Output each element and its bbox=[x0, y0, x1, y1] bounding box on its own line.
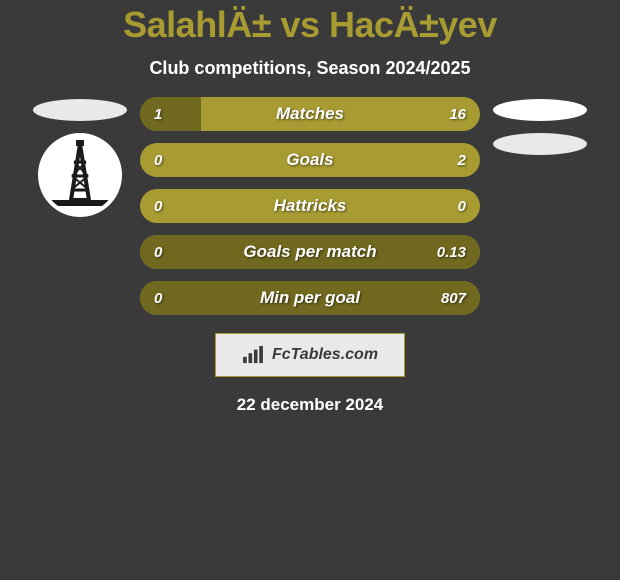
source-link[interactable]: FcTables.com bbox=[215, 333, 405, 377]
stat-label: Hattricks bbox=[140, 189, 480, 223]
left-column bbox=[20, 97, 140, 217]
player1-club-emblem bbox=[38, 133, 122, 217]
stat-bar: 00.13Goals per match bbox=[140, 235, 480, 269]
player2-badge-ellipse-1 bbox=[493, 99, 587, 121]
stat-label: Matches bbox=[140, 97, 480, 131]
stat-bar: 02Goals bbox=[140, 143, 480, 177]
stat-bar: 0807Min per goal bbox=[140, 281, 480, 315]
right-column bbox=[480, 97, 600, 155]
stat-bar: 116Matches bbox=[140, 97, 480, 131]
player2-badge-ellipse-2 bbox=[493, 133, 587, 155]
oil-derrick-icon bbox=[45, 140, 115, 210]
stat-label: Goals per match bbox=[140, 235, 480, 269]
stat-bars: 116Matches 02Goals 00Hattricks 00.13Goals p… bbox=[140, 97, 480, 315]
page-subtitle: Club competitions, Season 2024/2025 bbox=[149, 58, 470, 79]
stat-label: Min per goal bbox=[140, 281, 480, 315]
bar-chart-icon bbox=[242, 346, 264, 364]
page-title: SalahlÄ± vs HacÄ±yev bbox=[123, 4, 497, 46]
stat-label: Goals bbox=[140, 143, 480, 177]
stat-bar: 00Hattricks bbox=[140, 189, 480, 223]
player1-badge-ellipse bbox=[33, 99, 127, 121]
footer-date: 22 december 2024 bbox=[237, 395, 384, 415]
main-area: 116Matches 02Goals 00Hattricks 00.13Goals p… bbox=[0, 97, 620, 315]
source-link-text: FcTables.com bbox=[272, 346, 378, 364]
